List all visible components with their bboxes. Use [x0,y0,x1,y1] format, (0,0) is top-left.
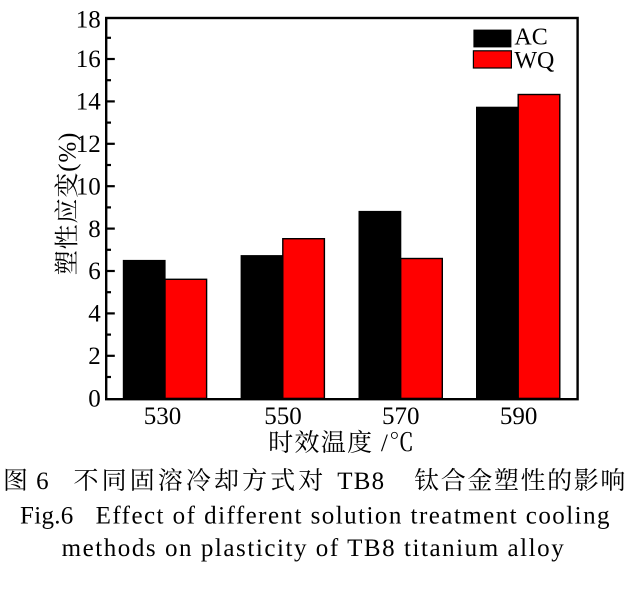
svg-text:0: 0 [88,385,101,412]
svg-text:methods on plasticity of TB8 t: methods on plasticity of TB8 titanium al… [62,535,566,562]
svg-text:4: 4 [88,301,101,328]
svg-text:570: 570 [382,403,420,430]
svg-text:12: 12 [76,131,101,158]
svg-text:WQ: WQ [514,48,554,74]
svg-text:Fig.6: Fig.6 [20,503,74,530]
svg-text:10: 10 [76,173,101,200]
svg-text:AC: AC [514,25,547,51]
svg-text:6: 6 [88,258,101,285]
svg-text:2: 2 [88,343,101,370]
svg-text:18: 18 [76,6,101,33]
svg-text:550: 550 [264,403,302,430]
svg-text:14: 14 [76,89,102,116]
svg-text:16: 16 [76,46,101,73]
svg-text:530: 530 [144,403,182,430]
svg-text:8: 8 [88,216,101,243]
svg-text:Effect of different solution t: Effect of different solution treatment c… [96,503,611,530]
svg-text:590: 590 [500,403,538,430]
